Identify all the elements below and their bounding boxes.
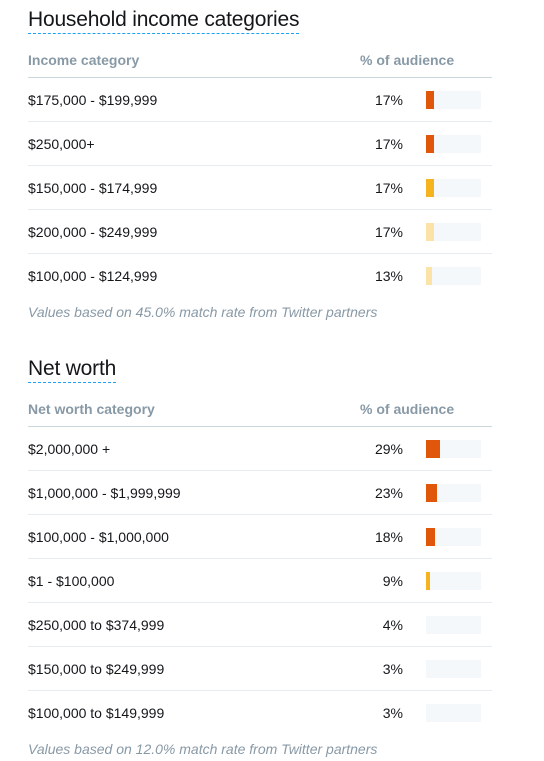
table-row: $175,000 - $199,999 17% — [28, 78, 492, 122]
net-worth-category-column-header: Net worth category — [28, 401, 155, 417]
table-row: $150,000 - $174,999 17% — [28, 166, 492, 210]
table-row: $250,000+ 17% — [28, 122, 492, 166]
row-category: $100,000 - $1,000,000 — [28, 529, 169, 545]
percent-bar-fill — [426, 572, 430, 590]
row-percent: 17% — [374, 92, 403, 108]
percent-bar-track — [426, 660, 481, 678]
income-category-column-header: Income category — [28, 52, 140, 68]
percent-bar-track — [426, 528, 481, 546]
row-percent: 17% — [374, 224, 403, 240]
percent-bar-fill — [426, 484, 437, 502]
row-percent: 29% — [374, 441, 403, 457]
row-category: $250,000 to $374,999 — [28, 617, 165, 633]
table-row: $250,000 to $374,999 4% — [28, 603, 492, 647]
percent-bar-fill — [426, 616, 428, 634]
percent-bar-fill — [426, 267, 432, 285]
percent-bar-track — [426, 572, 481, 590]
row-category: $250,000+ — [28, 136, 95, 152]
percent-bar-track — [426, 91, 481, 109]
row-category: $175,000 - $199,999 — [28, 92, 158, 108]
income-section: Household income categories Income categ… — [28, 0, 492, 320]
percent-bar-fill — [426, 223, 434, 241]
row-percent: 3% — [382, 705, 403, 721]
row-category: $1,000,000 - $1,999,999 — [28, 485, 181, 501]
row-percent: 3% — [382, 661, 403, 677]
percent-bar-track — [426, 223, 481, 241]
row-category: $200,000 - $249,999 — [28, 224, 158, 240]
row-category: $100,000 - $124,999 — [28, 268, 158, 284]
row-percent: 13% — [374, 268, 403, 284]
row-category: $150,000 to $249,999 — [28, 661, 165, 677]
net-worth-percent-column-header: % of audience — [360, 401, 455, 417]
percent-bar-fill — [426, 704, 427, 722]
percent-bar-fill — [426, 179, 434, 197]
row-percent: 18% — [374, 529, 403, 545]
percent-bar-fill — [426, 135, 434, 153]
percent-bar-fill — [426, 91, 434, 109]
row-category: $150,000 - $174,999 — [28, 180, 158, 196]
table-row: $100,000 - $1,000,000 18% — [28, 515, 492, 559]
percent-bar-track — [426, 616, 481, 634]
row-percent: 23% — [374, 485, 403, 501]
net-worth-section-title: Net worth — [28, 357, 116, 383]
row-percent: 9% — [382, 573, 403, 589]
percent-bar-track — [426, 440, 481, 458]
income-section-title: Household income categories — [28, 8, 299, 34]
percent-bar-track — [426, 484, 481, 502]
percent-bar-track — [426, 267, 481, 285]
net-worth-table-header: Net worth category % of audience — [28, 391, 492, 427]
table-row: $100,000 to $149,999 3% — [28, 691, 492, 734]
row-percent: 17% — [374, 180, 403, 196]
percent-bar-track — [426, 135, 481, 153]
table-row: $100,000 - $124,999 13% — [28, 254, 492, 297]
net-worth-section: Net worth Net worth category % of audien… — [28, 349, 492, 757]
row-category: $100,000 to $149,999 — [28, 705, 165, 721]
net-worth-match-rate-note: Values based on 12.0% match rate from Tw… — [28, 741, 378, 757]
income-match-rate-note: Values based on 45.0% match rate from Tw… — [28, 304, 378, 320]
row-percent: 4% — [382, 617, 403, 633]
income-percent-column-header: % of audience — [360, 52, 455, 68]
percent-bar-fill — [426, 660, 427, 678]
table-row: $150,000 to $249,999 3% — [28, 647, 492, 691]
percent-bar-fill — [426, 528, 435, 546]
net-worth-table-body: $2,000,000 + 29% $1,000,000 - $1,999,999 23… — [28, 427, 492, 734]
table-row: $200,000 - $249,999 17% — [28, 210, 492, 254]
row-category: $2,000,000 + — [28, 441, 111, 457]
row-percent: 17% — [374, 136, 403, 152]
income-table-body: $175,000 - $199,999 17% $250,000+ 17% $150,0… — [28, 78, 492, 297]
table-row: $1 - $100,000 9% — [28, 559, 492, 603]
table-row: $1,000,000 - $1,999,999 23% — [28, 471, 492, 515]
row-category: $1 - $100,000 — [28, 573, 115, 589]
table-row: $2,000,000 + 29% — [28, 427, 492, 471]
income-table-header: Income category % of audience — [28, 42, 492, 78]
percent-bar-track — [426, 704, 481, 722]
percent-bar-track — [426, 179, 481, 197]
percent-bar-fill — [426, 440, 440, 458]
